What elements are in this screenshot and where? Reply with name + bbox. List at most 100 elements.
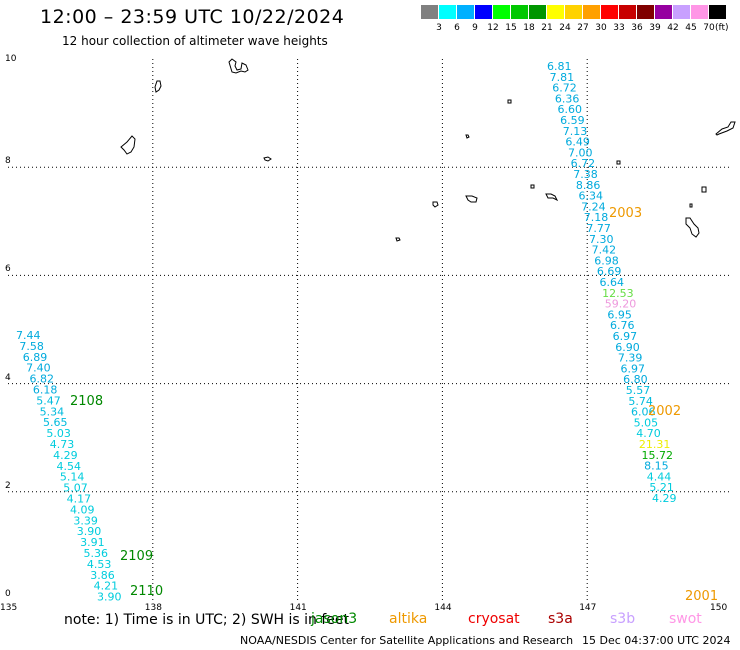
wave-height-label: 3.86 xyxy=(90,569,115,582)
wave-height-label: 5.57 xyxy=(626,384,651,397)
color-scale-unit: (ft) xyxy=(715,23,729,33)
wave-height-label: 5.34 xyxy=(40,405,65,418)
wave-height-label: 6.81 xyxy=(547,60,572,73)
wave-height-label: 6.90 xyxy=(615,341,640,354)
wave-height-label: 7.24 xyxy=(581,200,606,213)
legend-item-cryosat: cryosat xyxy=(468,611,520,627)
wave-height-label: 8.86 xyxy=(576,179,601,192)
wave-height-label: 7.42 xyxy=(592,244,617,257)
island-outline xyxy=(120,135,136,155)
color-swatch xyxy=(511,5,528,19)
wave-height-label: 4.21 xyxy=(94,580,119,593)
wave-height-label: 7.18 xyxy=(584,211,609,224)
color-scale-label: 30 xyxy=(595,23,607,33)
wave-height-label: 5.14 xyxy=(60,471,85,484)
island-outline xyxy=(545,193,559,202)
wave-height-label: 6.80 xyxy=(623,373,648,386)
color-scale-label: 9 xyxy=(472,23,478,33)
x-tick-label: 147 xyxy=(579,603,597,613)
wave-height-label: 5.03 xyxy=(46,427,71,440)
wave-height-label: 6.60 xyxy=(558,103,583,116)
wave-height-label: 5.47 xyxy=(36,394,61,407)
x-tick-label: 138 xyxy=(144,603,162,613)
island-outline xyxy=(685,217,700,238)
wave-height-label: 5.21 xyxy=(649,481,674,494)
wave-height-label: 5.74 xyxy=(628,395,653,408)
island-outline xyxy=(715,121,736,136)
altimeter-tracks: 6.817.816.726.366.606.597.136.497.006.72… xyxy=(16,60,718,604)
island-outline xyxy=(432,201,439,208)
pass-time-label: 2002 xyxy=(648,404,681,419)
organization-credit: NOAA/NESDIS Center for Satellite Applica… xyxy=(240,634,574,647)
wave-height-label: 6.72 xyxy=(571,157,596,170)
color-swatch xyxy=(709,5,726,19)
wave-height-label: 3.39 xyxy=(73,514,98,527)
wave-height-label: 6.97 xyxy=(621,362,646,375)
wave-height-label: 3.90 xyxy=(77,525,102,538)
wave-height-label: 7.30 xyxy=(589,233,614,246)
legend-item-swot: swot xyxy=(669,611,702,627)
color-scale-label: 27 xyxy=(577,23,589,33)
wave-height-label: 6.69 xyxy=(597,265,622,278)
island-outline xyxy=(689,203,693,208)
color-scale-label: 45 xyxy=(685,23,697,33)
color-swatch xyxy=(691,5,708,19)
wave-height-label: 15.72 xyxy=(642,449,674,462)
legend-item-altika: altika xyxy=(389,611,428,627)
x-tick-label: 141 xyxy=(289,603,307,613)
color-swatch xyxy=(529,5,546,19)
wave-height-label: 7.58 xyxy=(19,340,44,353)
color-scale-label: 36 xyxy=(631,23,643,33)
wave-height-label: 6.89 xyxy=(23,351,48,364)
pass-time-label: 2108 xyxy=(70,394,103,409)
wave-height-label: 5.36 xyxy=(84,547,109,560)
pass-time-label: 2110 xyxy=(130,584,163,599)
wave-height-label: 6.59 xyxy=(560,114,585,127)
page-subtitle: 12 hour collection of altimeter wave hei… xyxy=(62,34,328,48)
color-scale-label: 18 xyxy=(523,23,535,33)
y-tick-label: 0 xyxy=(5,589,11,599)
wave-height-label: 7.77 xyxy=(586,222,611,235)
wave-height-label: 59.20 xyxy=(605,298,637,311)
wave-height-label: 7.81 xyxy=(550,71,575,84)
color-scale-label: 33 xyxy=(613,23,625,33)
wave-height-label: 4.17 xyxy=(67,493,92,506)
map-grid xyxy=(8,59,732,600)
island-outline xyxy=(507,99,512,104)
wave-height-label: 4.73 xyxy=(50,438,75,451)
y-tick-label: 6 xyxy=(5,264,11,275)
color-scale-label: 42 xyxy=(667,23,679,33)
wave-height-label: 6.82 xyxy=(30,373,55,386)
island-outline xyxy=(228,58,249,74)
wave-height-label: 3.90 xyxy=(97,591,122,604)
legend-item-s3a: s3a xyxy=(548,611,573,627)
y-tick-label: 8 xyxy=(5,156,11,167)
wave-height-label: 7.44 xyxy=(16,329,41,342)
island-outline xyxy=(465,195,478,203)
y-tick-label: 2 xyxy=(5,480,11,491)
color-swatch xyxy=(457,5,474,19)
color-swatch xyxy=(619,5,636,19)
wave-height-label: 12.53 xyxy=(602,287,634,300)
island-outline xyxy=(154,80,162,93)
color-swatch xyxy=(475,5,492,19)
wave-height-label: 3.91 xyxy=(80,536,105,549)
wave-height-label: 6.49 xyxy=(565,136,590,149)
color-scale-label: 70 xyxy=(703,23,715,33)
color-swatch xyxy=(673,5,690,19)
wave-height-label: 4.54 xyxy=(57,460,82,473)
wave-height-label: 6.97 xyxy=(613,330,638,343)
wave-height-label: 7.00 xyxy=(568,146,593,159)
color-swatch xyxy=(583,5,600,19)
wave-height-label: 7.13 xyxy=(563,125,588,138)
pass-time-label: 2001 xyxy=(685,589,718,604)
wave-height-label: 5.07 xyxy=(63,482,88,495)
y-tick-label: 10 xyxy=(5,54,17,64)
color-swatch xyxy=(601,5,618,19)
color-swatch xyxy=(637,5,654,19)
color-swatch xyxy=(547,5,564,19)
legend-item-s3b: s3b xyxy=(610,611,636,627)
color-swatch xyxy=(439,5,456,19)
island-outline xyxy=(530,184,535,189)
